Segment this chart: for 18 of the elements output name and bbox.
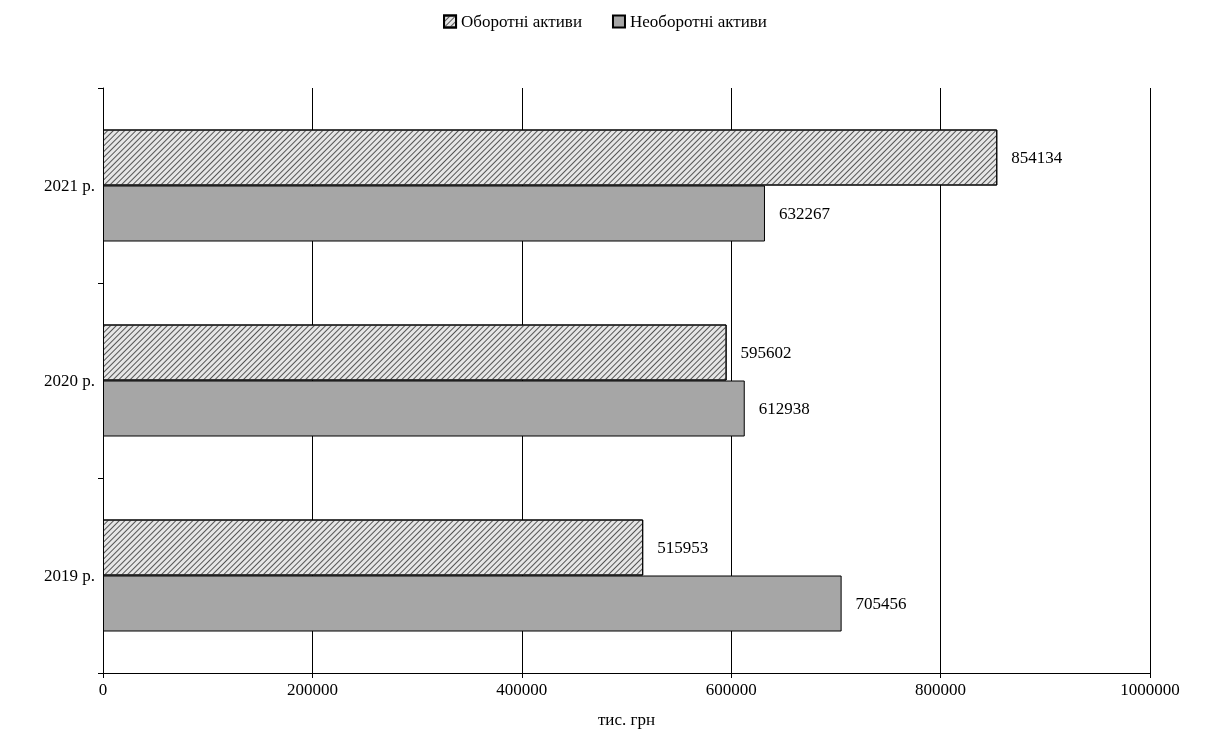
data-label: 854134 xyxy=(1011,148,1063,167)
x-tick-label: 800000 xyxy=(915,680,967,699)
data-label: 612938 xyxy=(758,399,810,418)
x-tick-label: 200000 xyxy=(286,680,338,699)
data-label: 705456 xyxy=(855,594,907,613)
x-tick-label: 600000 xyxy=(705,680,757,699)
y-tick-label: 2020 р. xyxy=(44,371,95,390)
data-label: 632267 xyxy=(778,204,831,223)
x-tick-label: 1000000 xyxy=(1120,680,1180,699)
legend-label: Необоротні активи xyxy=(629,12,767,31)
x-tick-label: 0 xyxy=(98,680,108,699)
x-axis-title: тис. грн xyxy=(597,710,656,729)
data-label: 515953 xyxy=(657,538,709,557)
legend-label: Оборотні активи xyxy=(461,12,582,31)
x-tick-label: 400000 xyxy=(496,680,548,699)
y-tick-label: 2021 р. xyxy=(44,176,95,195)
y-tick-label: 2019 р. xyxy=(44,566,95,585)
data-label: 595602 xyxy=(740,343,792,362)
